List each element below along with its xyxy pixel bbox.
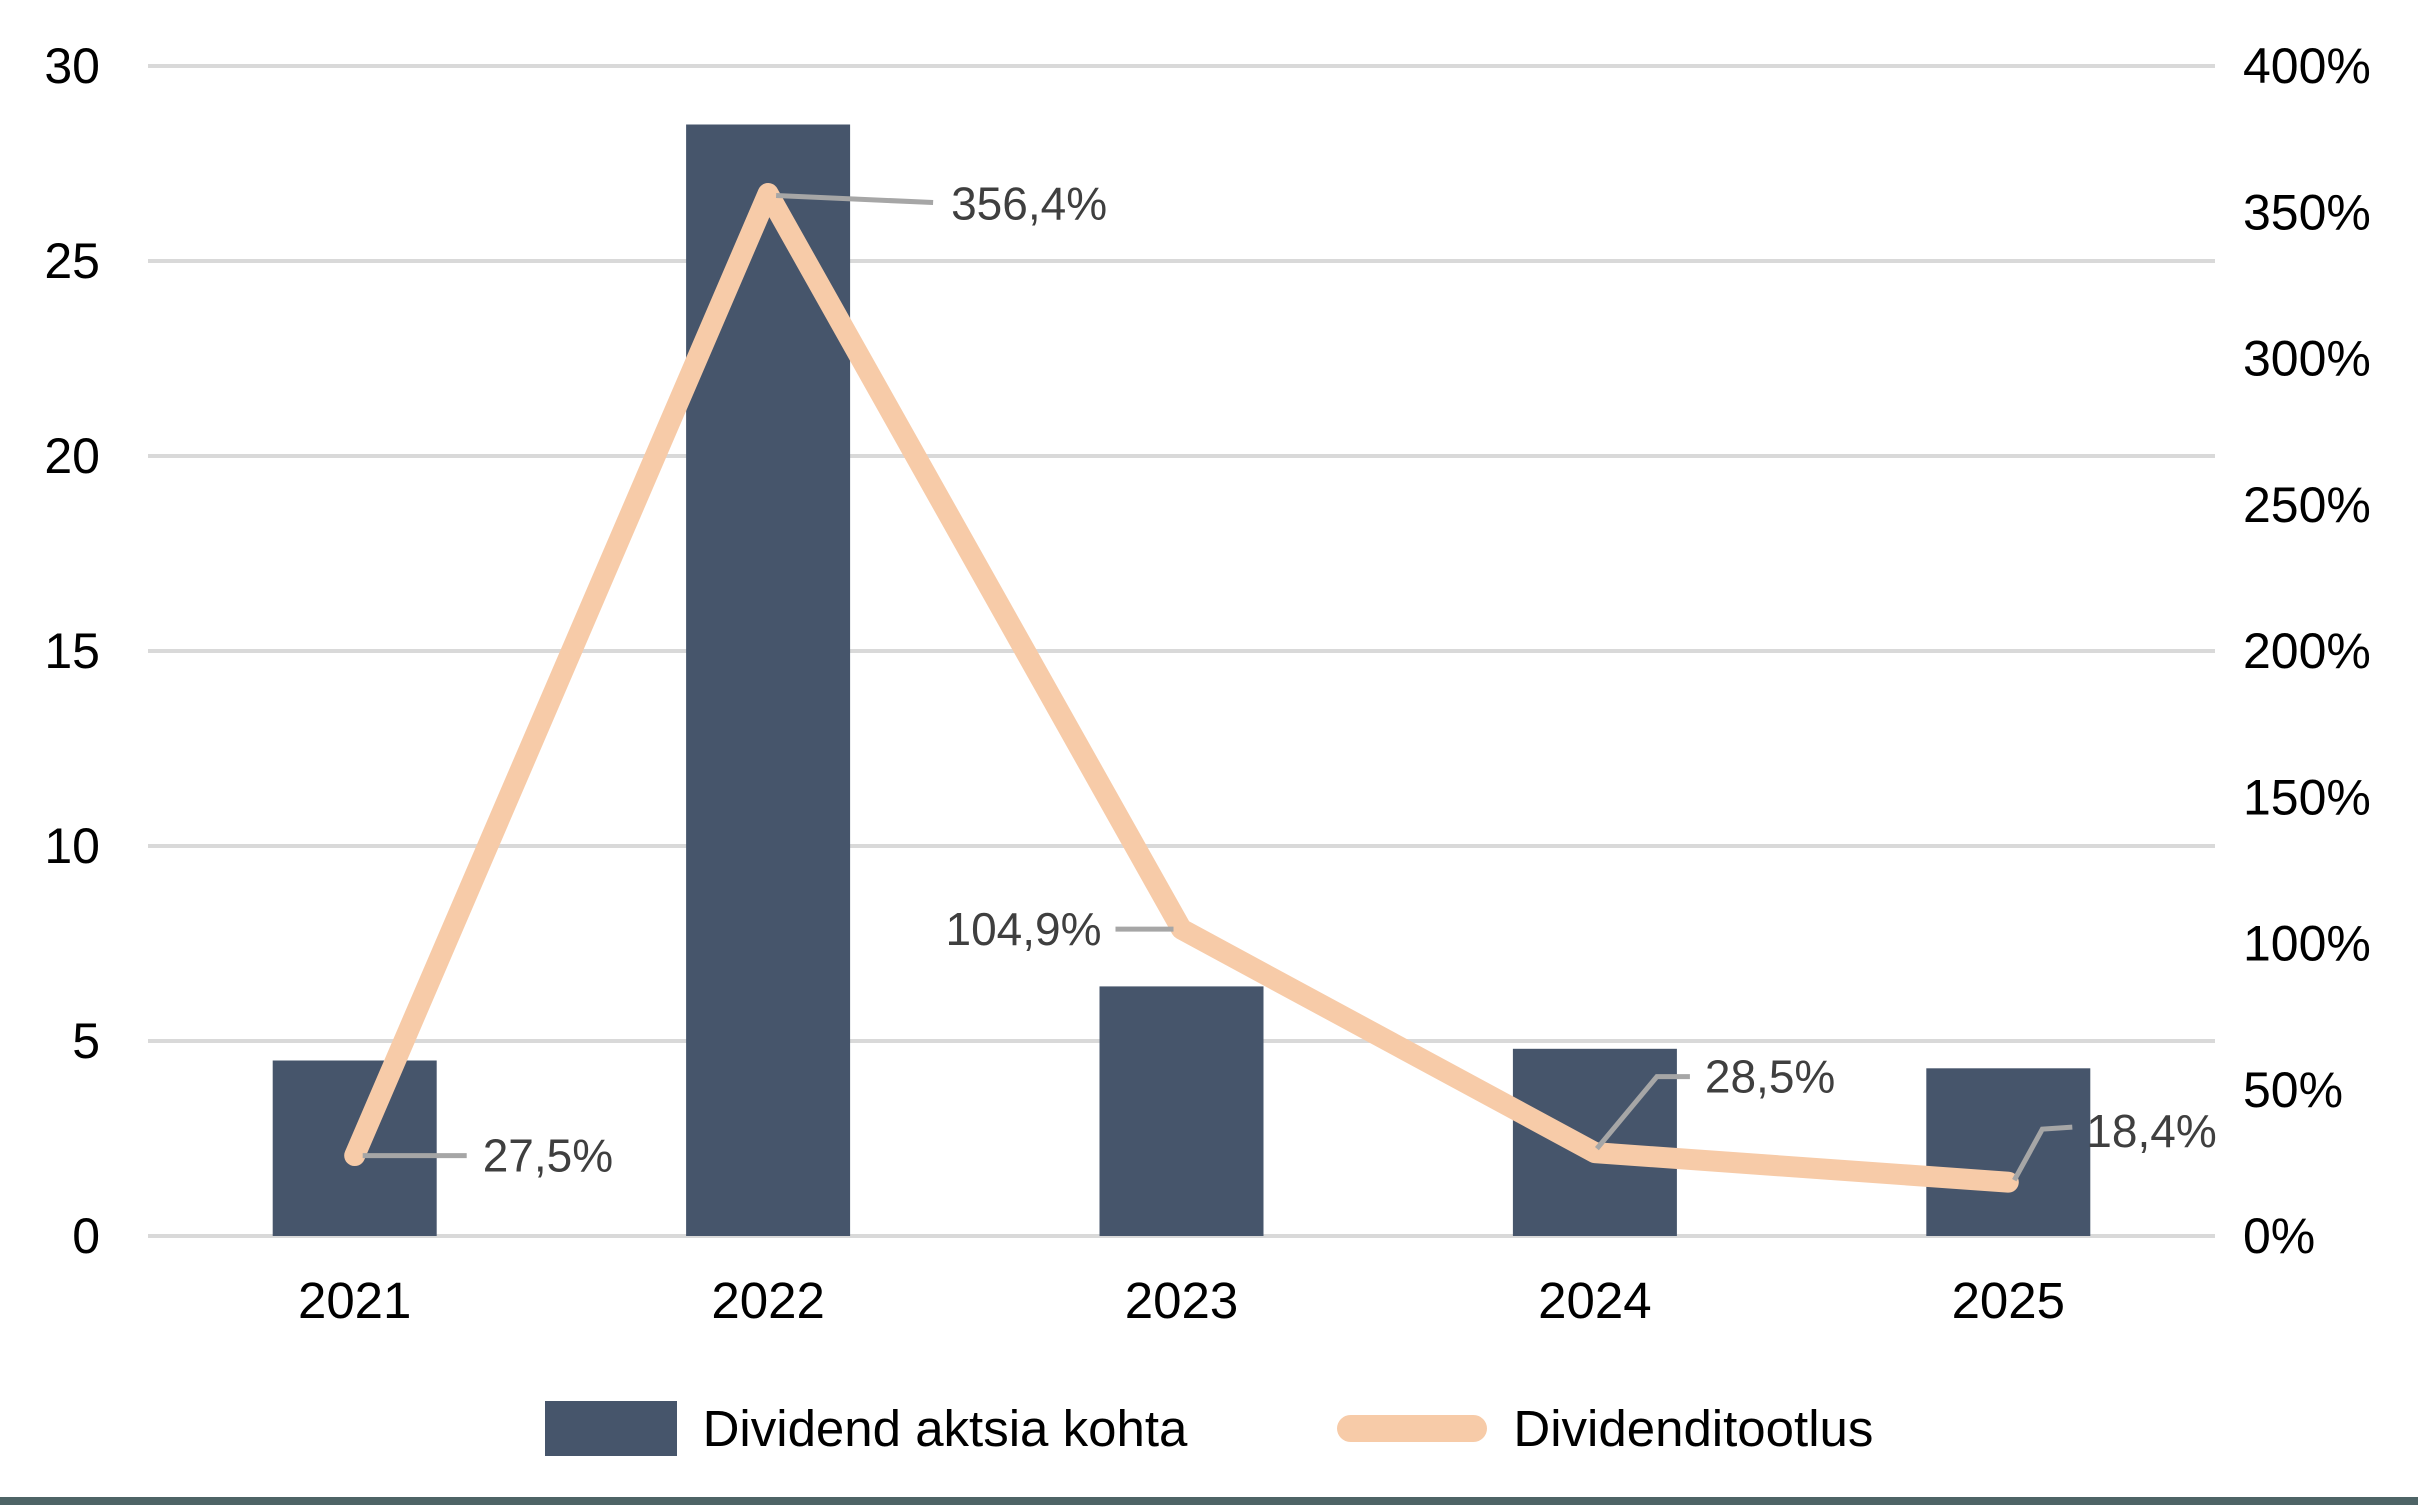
leader-line (1594, 1074, 1690, 1151)
right-axis-tick: 200% (2243, 623, 2371, 679)
leader-line (775, 193, 934, 206)
bar-series-swatch-icon (544, 1400, 677, 1456)
right-axis-tick: 100% (2243, 916, 2371, 972)
right-axis-tick: 350% (2243, 184, 2371, 240)
x-axis-label: 2024 (1538, 1272, 1651, 1329)
right-axis-tick: 0% (2243, 1208, 2315, 1264)
line-series-label: Dividenditootlus (1513, 1399, 1874, 1457)
right-axis-tick: 250% (2243, 477, 2371, 533)
left-axis-tick: 5 (72, 1013, 100, 1069)
x-axis-label: 2025 (1952, 1272, 2065, 1329)
left-axis-tick: 25 (44, 233, 100, 289)
footer-strip (0, 1497, 2418, 1505)
point-label: 27,5% (483, 1130, 613, 1182)
line-series-swatch-icon (1337, 1414, 1488, 1442)
x-axis-label: 2022 (711, 1272, 824, 1329)
left-axis-tick: 30 (44, 38, 100, 94)
x-axis-label: 2021 (298, 1272, 411, 1329)
left-axis-tick: 20 (44, 428, 100, 484)
right-axis-tick: 400% (2243, 38, 2371, 94)
x-axis-label: 2023 (1125, 1272, 1238, 1329)
bar-2023 (1099, 986, 1264, 1236)
leader-line (2012, 1124, 2073, 1182)
point-label: 356,4% (951, 178, 1107, 230)
right-axis-tick: 50% (2243, 1062, 2343, 1118)
bar-2025 (1926, 1068, 2091, 1236)
right-axis-tick: 150% (2243, 769, 2371, 825)
left-axis-tick: 10 (44, 818, 100, 874)
chart-legend: Dividend aktsia kohta Dividenditootlus (0, 1392, 2418, 1464)
legend-item-bar-series: Dividend aktsia kohta (544, 1399, 1188, 1457)
bar-series-label: Dividend aktsia kohta (702, 1399, 1188, 1457)
right-axis-tick: 300% (2243, 331, 2371, 387)
legend-item-line-series: Dividenditootlus (1337, 1403, 1873, 1454)
point-label: 18,4% (2086, 1105, 2216, 1157)
left-axis-tick: 15 (44, 623, 100, 679)
point-label: 104,9% (945, 903, 1101, 955)
dividenditootlus-line (344, 183, 2019, 1193)
point-label: 28,5% (1705, 1051, 1835, 1103)
left-axis-tick: 0 (72, 1208, 100, 1264)
